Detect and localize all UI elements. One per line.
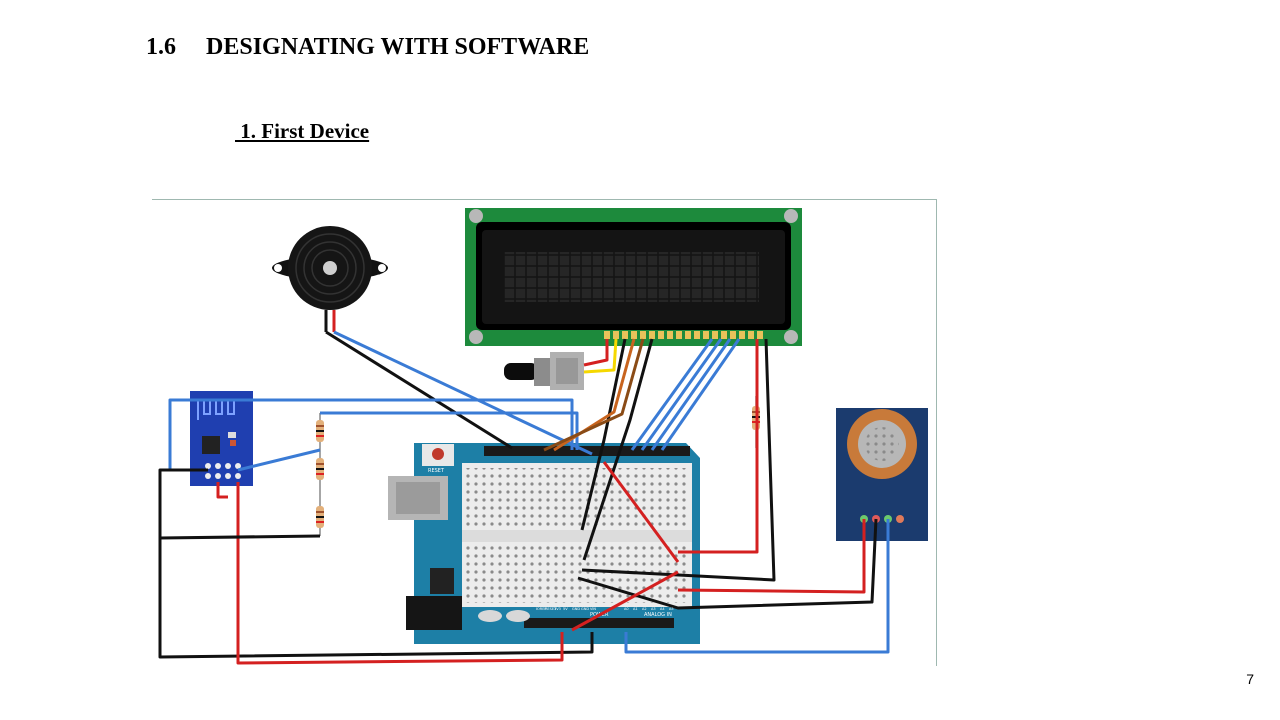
wiring (158, 330, 890, 665)
wire (236, 482, 564, 665)
subheading: 1. First Device (235, 119, 370, 143)
wire (624, 519, 890, 654)
analog-pin-label: A2 (642, 607, 647, 611)
page-number: 7 (1246, 671, 1254, 687)
lcd-display (465, 208, 802, 346)
power-pin-label: 3V3 (554, 607, 561, 611)
wire (543, 338, 645, 452)
wire (650, 338, 732, 451)
analog-pin-label: A1 (633, 607, 638, 611)
wire (237, 448, 321, 472)
wire (582, 338, 654, 561)
wire (216, 482, 228, 499)
section-number: 1.6 (146, 34, 176, 60)
wire (630, 338, 714, 451)
wire (640, 338, 723, 451)
circuit-diagram: RESET POWER ANALOG IN (152, 199, 937, 666)
wire (660, 338, 741, 451)
power-pin-label: IOREF (536, 607, 546, 611)
analog-in-label: ANALOG IN (644, 612, 672, 618)
wire (677, 519, 866, 594)
wire (571, 570, 679, 632)
wire (583, 338, 618, 374)
analog-pin-label: A4 (660, 607, 665, 611)
power-pin-label: RESET (545, 607, 557, 611)
wire (320, 411, 579, 450)
wire (583, 339, 609, 367)
wire (678, 339, 759, 554)
wifi-module (190, 391, 253, 486)
section-title: DESIGNATING WITH SOFTWARE (206, 34, 590, 60)
wire (602, 461, 680, 563)
wire (580, 338, 627, 531)
analog-pin-label: A5 (669, 607, 674, 611)
power-pin-label: 5V (563, 607, 568, 611)
resistor (316, 413, 324, 536)
power-pin-label: VIN (590, 607, 596, 611)
section-heading: 1.6 DESIGNATING WITH SOFTWARE (146, 34, 589, 61)
gas-sensor (836, 408, 928, 541)
arduino-board: RESET POWER ANALOG IN (388, 443, 700, 644)
wire (333, 330, 593, 456)
analog-pin-label: A0 (624, 607, 629, 611)
wire (577, 518, 878, 610)
buzzer (272, 226, 388, 332)
wire (581, 338, 776, 582)
potentiometer (504, 352, 584, 390)
power-pin-label: GND (572, 607, 580, 611)
reset-label: RESET (428, 468, 445, 474)
wire (159, 534, 321, 540)
analog-pin-label: A3 (651, 607, 656, 611)
wire (158, 468, 594, 659)
wire (325, 330, 513, 450)
power-pin-label: GND (581, 607, 589, 611)
